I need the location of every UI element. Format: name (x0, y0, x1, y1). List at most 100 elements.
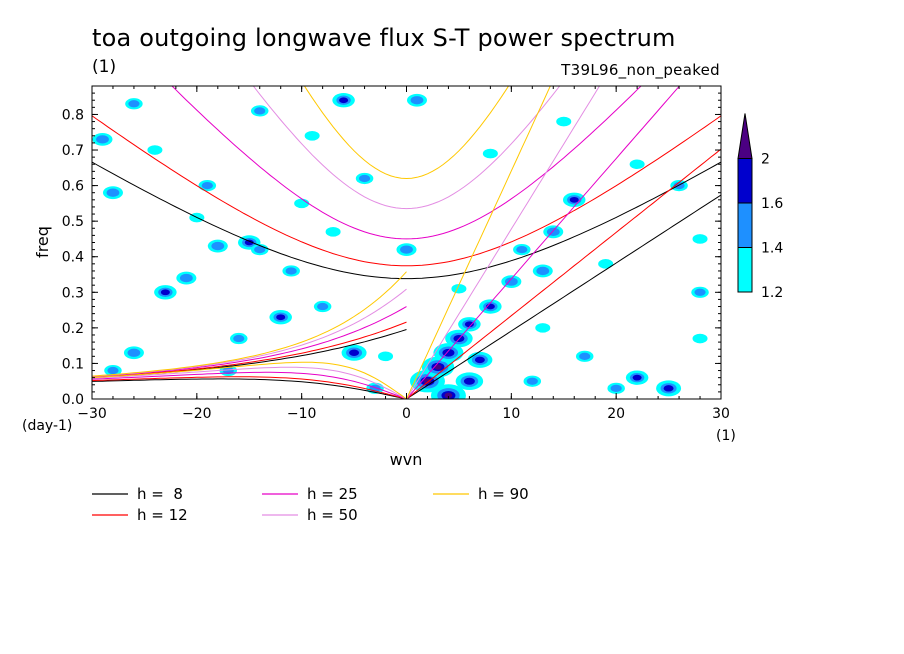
kelvin-curve-h25 (406, 86, 681, 399)
power-patch-48-1 (233, 334, 245, 343)
power-patch-44 (556, 116, 572, 127)
mrg-curve-h50 (92, 288, 407, 377)
power-patch-30 (294, 198, 310, 209)
power-patch-5-2 (474, 356, 485, 364)
plot-frame (91, 85, 722, 400)
run-label: T39L96_non_peaked (561, 61, 720, 79)
y-tick-label-8: 0.8 (62, 107, 84, 123)
rossby-curve-h12 (92, 376, 407, 399)
power-patch-50-3 (444, 392, 453, 399)
power-patch-45 (692, 234, 708, 244)
y-tick-label-7: 0.7 (62, 143, 84, 159)
power-patch-19-2 (244, 239, 254, 246)
power-patch-4-2 (464, 321, 474, 328)
x-tick-labels: −30 −20 −10 0 10 20 30 (77, 406, 730, 422)
power-patch-27-1 (222, 366, 234, 375)
legend-label-h8: h = 8 (137, 485, 183, 503)
power-patch-21-2 (276, 314, 286, 321)
gravity-curve-h12 (92, 115, 721, 267)
rossby-curve-h90 (92, 361, 407, 399)
legend-label-h12: h = 12 (137, 506, 188, 524)
gravity-curve-h25 (171, 86, 642, 240)
x-tick-label-1: −20 (182, 406, 212, 422)
kelvin-curve-h12 (406, 148, 721, 399)
power-patch-55-1 (410, 96, 424, 105)
power-patch-29 (147, 145, 163, 155)
colorbar-segment-2 (737, 158, 753, 204)
power-patch-36 (598, 259, 614, 269)
mrg-curve-h25 (92, 306, 407, 378)
power-patch-0-3 (423, 378, 432, 385)
kelvin-curve-h50 (406, 86, 601, 399)
x-tick-label-4: 10 (502, 406, 520, 422)
y-axis-label: freq (33, 226, 52, 258)
power-patch-39 (304, 130, 320, 141)
power-patch-37-2 (632, 374, 642, 381)
y-tick-label-0: 0.0 (62, 392, 84, 408)
power-patch-43 (482, 148, 498, 159)
colorbar-label-1: 1.4 (761, 241, 783, 257)
legend-label-h50: h = 50 (307, 506, 358, 524)
power-patch-8-1 (516, 245, 528, 254)
gravity-curve-h8 (92, 161, 721, 280)
chart-title: toa outgoing longwave flux S-T power spe… (92, 24, 676, 52)
power-patch-51-2 (463, 377, 475, 385)
x-unit-label: (1) (716, 428, 736, 444)
power-contours (92, 93, 709, 399)
y-tick-label-6: 0.6 (62, 179, 84, 195)
x-axis-label: wvn (390, 450, 423, 469)
power-patch-18-1 (211, 241, 225, 251)
power-patch-15-1 (96, 135, 109, 144)
power-patch-10-1 (546, 227, 560, 236)
power-patch-46-1 (694, 288, 706, 296)
power-patch-20-1 (254, 245, 266, 254)
legend-label-h90: h = 90 (478, 485, 529, 503)
dispersion-curves (92, 86, 721, 399)
kelvin-curve-h8 (406, 194, 721, 399)
power-patch-41-1 (254, 107, 266, 115)
y-tick-label-4: 0.4 (62, 250, 84, 266)
colorbar-label-3: 2 (761, 152, 770, 168)
power-patch-32-1 (579, 352, 591, 360)
mrg-curve-h90 (92, 271, 407, 377)
power-patch-34-2 (663, 385, 674, 392)
power-patch-35 (692, 333, 708, 344)
power-patch-42-1 (128, 100, 140, 108)
power-patch-7-1 (504, 277, 518, 286)
y-tick-label-1: 0.1 (62, 356, 84, 372)
x-tick-label-2: −10 (287, 406, 317, 422)
rossby-curve-h8 (92, 378, 407, 399)
colorbar-segment-1 (737, 202, 753, 248)
power-patch-23-2 (339, 97, 349, 104)
power-patch-57 (325, 227, 341, 237)
mrg-curve-h12 (92, 321, 407, 378)
colorbar-label-2: 1.6 (761, 196, 783, 212)
power-patch-33-1 (610, 384, 622, 392)
y-tick-label-2: 0.2 (62, 321, 84, 337)
power-patch-11-2 (569, 196, 579, 203)
power-patch-14-1 (106, 188, 120, 197)
colorbar-label-0: 1.2 (761, 285, 783, 301)
power-patch-12 (629, 159, 645, 170)
power-patch-9-1 (536, 266, 550, 276)
power-patch-53-1 (285, 267, 297, 275)
gravity-curve-h50 (252, 86, 561, 210)
x-tick-label-6: 30 (712, 406, 730, 422)
rossby-curve-h50 (92, 366, 407, 399)
power-patch-40-1 (358, 174, 371, 183)
kelvin-curve-h90 (406, 86, 551, 399)
legend-label-h25: h = 25 (307, 485, 358, 503)
power-patch-49-1 (400, 245, 413, 254)
legend: h = 8 h = 12 h = 25 h = 50 h = 90 (92, 485, 529, 524)
power-patch-17-1 (179, 273, 193, 283)
power-patch-28-1 (201, 181, 213, 190)
chart-subtitle-units: (1) (92, 57, 117, 77)
x-tick-label-3: 0 (402, 406, 411, 422)
x-tick-label-0: −30 (77, 406, 107, 422)
power-patch-31-1 (107, 366, 119, 375)
gravity-curve-h90 (303, 86, 510, 180)
y-unit-label: (day-1) (22, 418, 72, 434)
power-patch-25 (378, 351, 394, 362)
rossby-curve-h25 (92, 371, 407, 399)
